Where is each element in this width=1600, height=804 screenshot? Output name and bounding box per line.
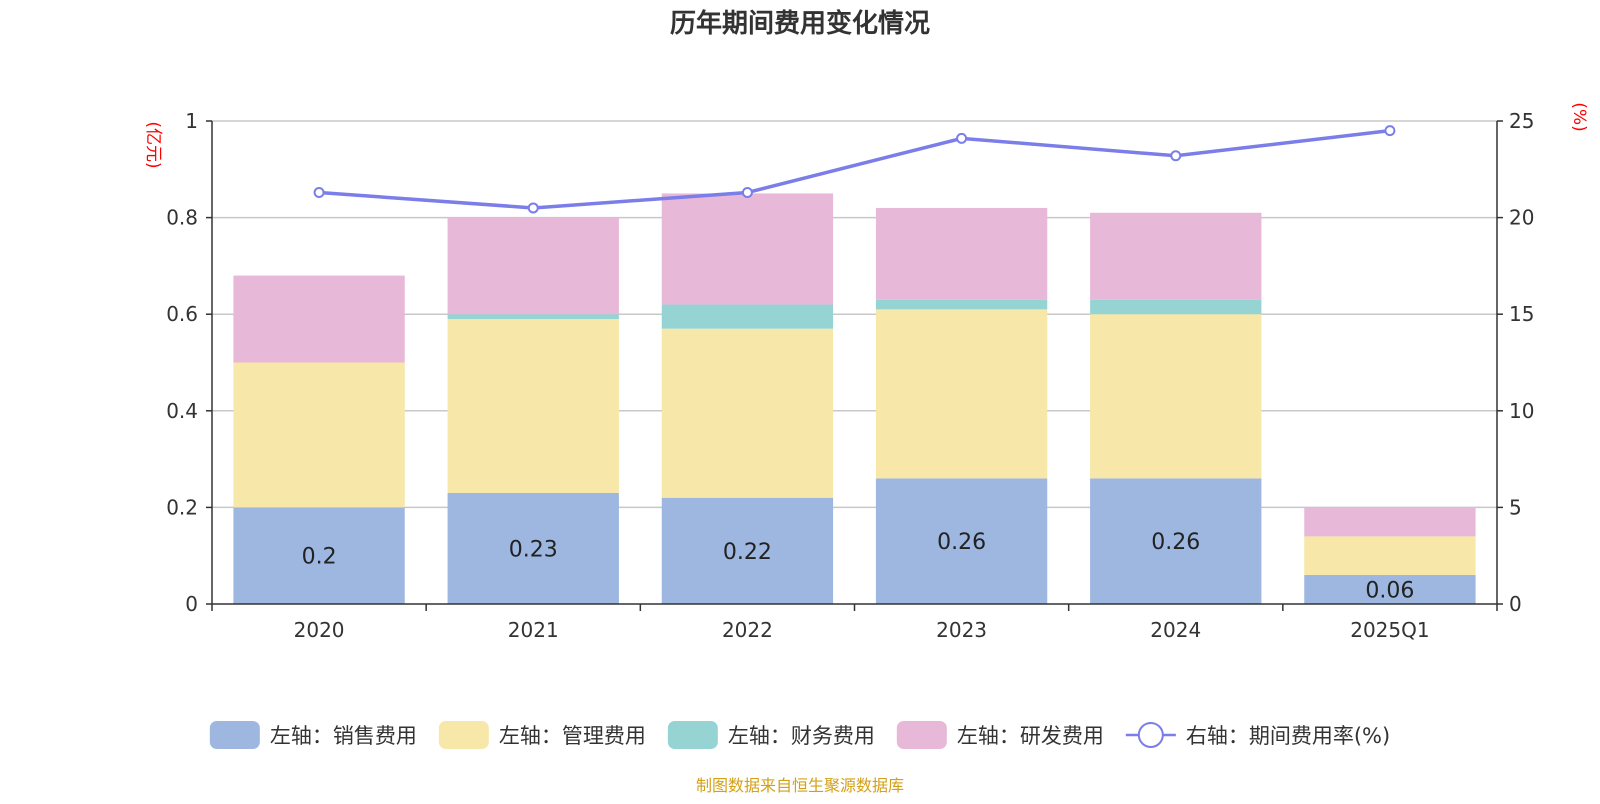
bar-segment-4[interactable] — [1090, 212, 1262, 300]
line-layer — [313, 125, 1396, 214]
left-axis-tick-label: 1 — [185, 109, 198, 133]
bar-data-label: 0.06 — [1365, 579, 1414, 604]
bar-segment-3[interactable] — [661, 304, 834, 329]
x-axis-tick-label: 2025Q1 — [1350, 618, 1429, 642]
bar-data-label: 0.26 — [1151, 530, 1200, 555]
left-axis-unit: (亿元) — [143, 121, 163, 168]
legend-circle-symbol[interactable] — [1137, 722, 1164, 748]
bar-segment-1[interactable] — [875, 478, 1048, 604]
rate-point[interactable] — [313, 186, 325, 198]
rate-point[interactable] — [527, 202, 539, 214]
bar-segment-2[interactable] — [233, 362, 405, 508]
bar-segment-1[interactable] — [447, 492, 619, 604]
grid-layer — [212, 120, 1497, 509]
left-axis-tick-label: 0.8 — [166, 206, 198, 230]
bar-data-label: 0.2 — [302, 545, 337, 570]
rate-point[interactable] — [956, 132, 968, 144]
bar-segment-4[interactable] — [661, 193, 834, 305]
bars-layer — [233, 193, 1476, 604]
legend-swatch[interactable] — [896, 721, 947, 749]
legend: 左轴：销售费用 左轴：管理费用 左轴：财务费用 左轴：研发费用 右轴：期间费用率(%) — [209, 721, 1390, 749]
rate-point[interactable] — [1170, 150, 1182, 162]
right-axis-unit: (%) — [1569, 102, 1589, 131]
legend-label: 左轴：销售费用 — [270, 724, 417, 748]
rate-point[interactable] — [741, 186, 753, 198]
legend-swatch[interactable] — [667, 721, 718, 749]
legend-swatch[interactable] — [438, 721, 489, 749]
bar-segment-4[interactable] — [1304, 507, 1476, 537]
bar-segment-3[interactable] — [447, 314, 619, 320]
bar-segment-1[interactable] — [1304, 575, 1476, 604]
legend-label: 左轴：财务费用 — [728, 724, 875, 748]
bar-segment-1[interactable] — [661, 497, 834, 604]
right-axis-tick-label: 5 — [1509, 495, 1522, 519]
x-axis-tick-label: 2022 — [722, 618, 773, 642]
bar-segment-1[interactable] — [1090, 478, 1262, 604]
right-axis-tick-label: 15 — [1509, 302, 1534, 326]
legend-label: 左轴：研发费用 — [957, 724, 1104, 748]
bar-segment-2[interactable] — [1090, 314, 1262, 479]
x-axis-tick-label: 2020 — [294, 618, 345, 642]
bar-segment-4[interactable] — [875, 207, 1048, 300]
left-axis-tick-label: 0.6 — [166, 302, 198, 326]
left-axis-tick-label: 0.4 — [166, 399, 198, 423]
bar-data-label: 0.22 — [723, 540, 772, 565]
legend-swatch[interactable] — [209, 721, 260, 749]
left-axis-tick-label: 0 — [185, 592, 198, 616]
x-axis-tick-label: 2024 — [1150, 618, 1201, 642]
right-axis-tick-label: 10 — [1509, 399, 1534, 423]
right-axis-tick-label: 0 — [1509, 592, 1522, 616]
bar-segment-3[interactable] — [1090, 299, 1262, 315]
bar-segment-4[interactable] — [233, 275, 405, 363]
bar-segment-1[interactable] — [233, 507, 405, 604]
bar-segment-2[interactable] — [447, 319, 619, 493]
data-labels-layer: 0.2 0.23 0.22 0.26 0.26 0.06 — [302, 530, 1415, 603]
right-axis-tick-label: 25 — [1509, 109, 1534, 133]
bar-data-label: 0.23 — [509, 537, 558, 562]
x-axis-tick-label: 2021 — [508, 618, 559, 642]
bar-segment-2[interactable] — [661, 328, 834, 498]
legend-label: 右轴：期间费用率(%) — [1186, 724, 1390, 748]
bar-segment-4[interactable] — [447, 217, 619, 315]
bar-segment-3[interactable] — [875, 299, 1048, 310]
right-axis-tick-label: 20 — [1509, 206, 1534, 230]
chart-title: 历年期间费用变化情况 — [670, 8, 930, 39]
left-axis-tick-label: 0.2 — [166, 495, 198, 519]
rate-point[interactable] — [1384, 125, 1396, 137]
legend-label: 左轴：管理费用 — [499, 724, 646, 748]
bar-data-label: 0.26 — [937, 530, 986, 555]
rate-line — [318, 128, 1391, 210]
source-note: 制图数据来自恒生聚源数据库 — [696, 776, 904, 795]
bar-segment-2[interactable] — [1304, 536, 1476, 576]
bar-segment-2[interactable] — [875, 309, 1048, 479]
x-axis-tick-label: 2023 — [936, 618, 987, 642]
